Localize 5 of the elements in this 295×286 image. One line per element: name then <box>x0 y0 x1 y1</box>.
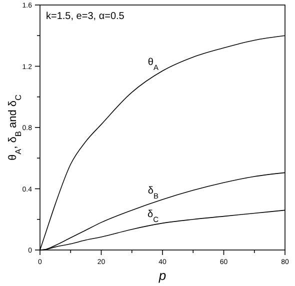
series-label: θ$_{A}$ <box>148 56 158 72</box>
series-label: δ$_{C}$ <box>148 209 160 224</box>
series-label: δ$_{B}$ <box>148 185 158 200</box>
x-axis-title: p <box>158 268 166 283</box>
annotation: k=1.5, e=3, α=0.5 <box>46 11 125 22</box>
